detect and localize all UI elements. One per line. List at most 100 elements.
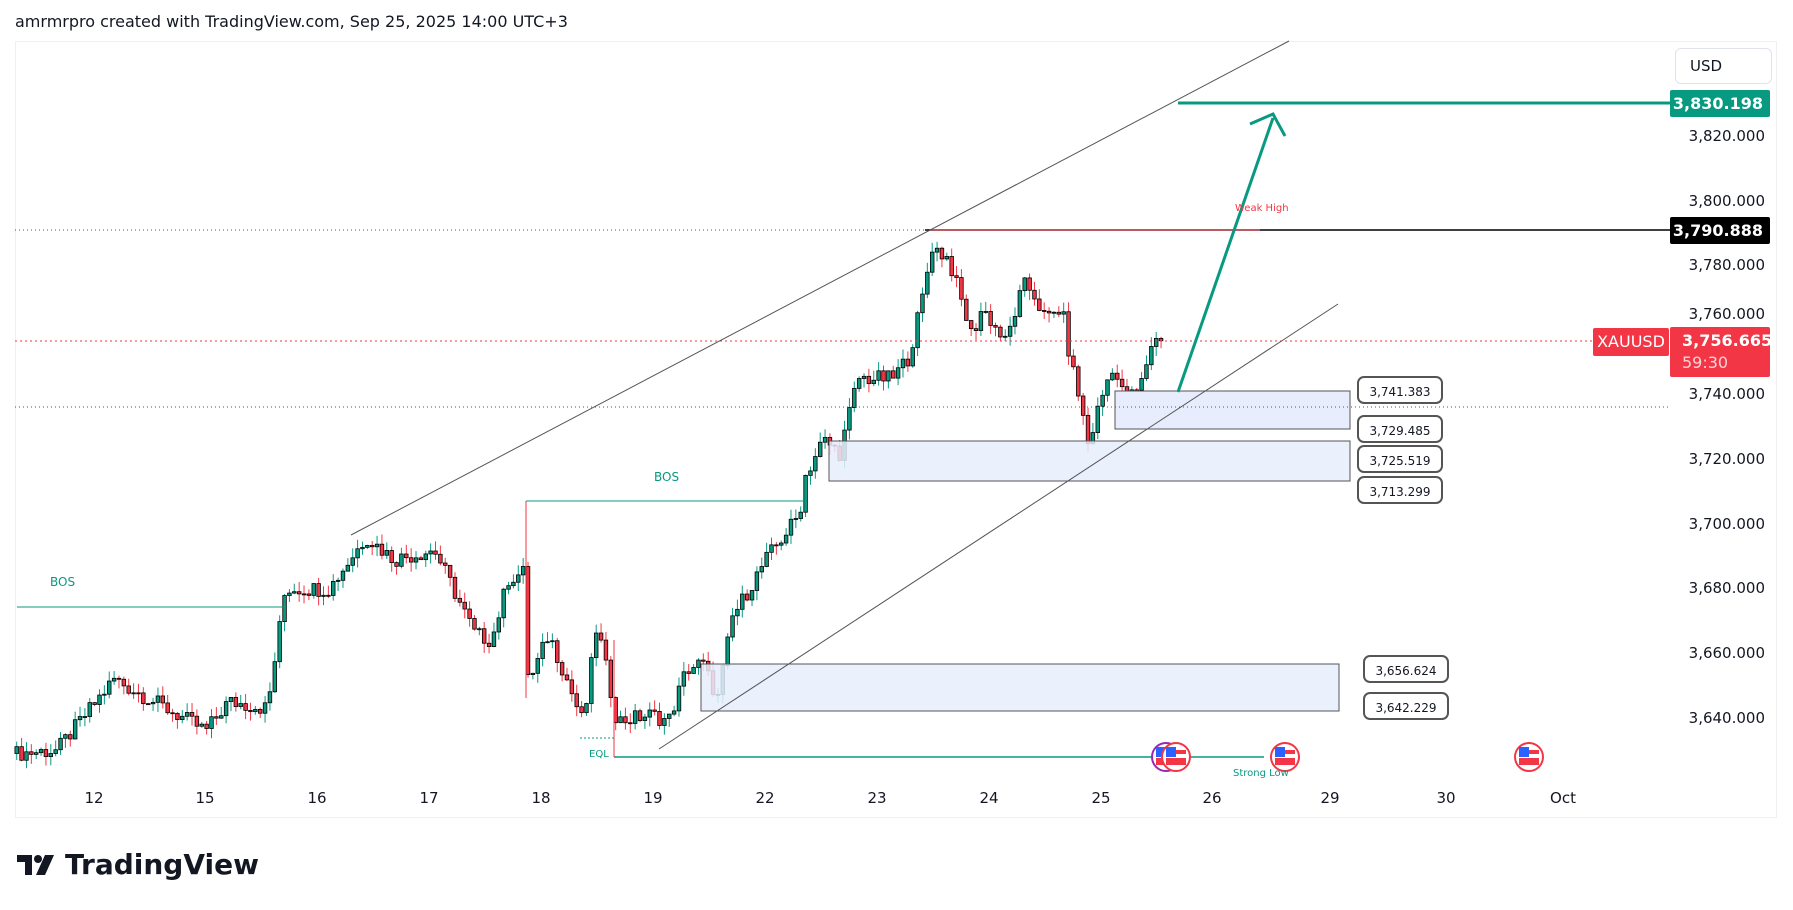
candle-body: [959, 277, 964, 300]
candle-body: [296, 591, 302, 595]
candle-body: [355, 548, 360, 559]
candle-body: [852, 387, 857, 408]
candle-body: [1153, 337, 1159, 347]
last-price: 3,756.665: [1682, 331, 1773, 350]
candle-body: [340, 570, 346, 581]
candle-body: [360, 546, 365, 550]
candle-body: [817, 441, 823, 457]
candle-body: [900, 358, 906, 369]
candle-body: [769, 544, 774, 553]
candle-body: [881, 370, 886, 382]
candle-body: [306, 593, 312, 596]
us-flag-icon[interactable]: [1514, 742, 1544, 772]
candle-body: [287, 592, 292, 596]
candle-body: [696, 659, 701, 668]
candle-body: [555, 640, 560, 663]
zone-1[interactable]: [1114, 390, 1351, 430]
candle-body: [589, 657, 594, 704]
candle-body: [749, 590, 755, 601]
candle-body: [184, 712, 190, 717]
candle-body: [496, 617, 502, 633]
candle-body: [520, 566, 526, 576]
zone-3-top-price: 3,656.624: [1363, 655, 1449, 683]
candle-body: [63, 734, 68, 739]
candle-body: [14, 746, 19, 754]
candle-body: [949, 256, 954, 277]
candle-body: [248, 709, 253, 713]
time-tick: 25: [1091, 789, 1111, 807]
candle-body: [574, 693, 579, 708]
price-tick: 3,760.000: [1688, 305, 1765, 323]
candle-body: [1041, 310, 1047, 312]
candle-body: [925, 271, 930, 295]
zone-3-bottom-price: 3,642.229: [1363, 692, 1449, 720]
candle-body: [394, 562, 399, 567]
candle-body: [262, 702, 268, 714]
candle-body: [408, 557, 414, 563]
channel-upper-trendline[interactable]: [350, 40, 1290, 536]
candle-body: [53, 749, 58, 754]
candle-body: [491, 631, 497, 647]
time-tick: 18: [531, 789, 551, 807]
candle-body: [194, 715, 200, 727]
zone-1-bottom-price: 3,729.485: [1357, 415, 1443, 443]
projection-arrow[interactable]: [1176, 117, 1275, 393]
us-flag-icon[interactable]: [1161, 742, 1191, 772]
candle-body: [813, 456, 818, 472]
candle-body: [929, 251, 935, 273]
logo-text: TradingView: [65, 848, 259, 881]
candle-body: [282, 595, 287, 622]
candle-body: [593, 632, 599, 658]
time-tick: 30: [1436, 789, 1456, 807]
candle-body: [973, 328, 979, 331]
candle-body: [667, 713, 672, 719]
candle-body: [516, 574, 521, 583]
us-flag-icon[interactable]: [1270, 742, 1300, 772]
time-tick: 12: [84, 789, 104, 807]
zone-2[interactable]: [828, 440, 1351, 482]
chart-panel[interactable]: [15, 41, 1777, 818]
candle-body: [662, 718, 667, 726]
candle-body: [43, 749, 49, 757]
tradingview-logo[interactable]: TradingView: [17, 848, 259, 881]
currency-button[interactable]: USD: [1675, 48, 1772, 84]
candle-body: [1100, 394, 1105, 407]
candle-body: [121, 678, 127, 687]
candle-body: [481, 628, 487, 644]
candle-body: [798, 511, 803, 519]
candle-body: [871, 379, 876, 385]
candle-body: [530, 672, 536, 676]
candle-body: [676, 685, 682, 712]
candle-body: [272, 661, 278, 693]
candle-body: [19, 746, 24, 761]
candle-body: [559, 662, 565, 676]
candle-body: [540, 641, 545, 659]
candle-body: [311, 583, 316, 596]
candle-body: [214, 716, 219, 719]
candle-body: [876, 370, 881, 381]
candle-body: [223, 701, 229, 717]
time-tick: 16: [307, 789, 327, 807]
candle-body: [964, 298, 969, 321]
arrow-head-icon: [1249, 112, 1287, 137]
price-tick: 3,660.000: [1688, 644, 1765, 662]
channel-lower-trendline[interactable]: [658, 303, 1339, 750]
candle-body: [1080, 395, 1086, 416]
candle-body: [175, 712, 180, 721]
zone-2-bottom-price: 3,713.299: [1357, 476, 1443, 504]
target-price-tag: 3,830.198: [1670, 90, 1770, 117]
candle-body: [301, 593, 307, 596]
zone-3[interactable]: [700, 663, 1340, 712]
candle-body: [988, 311, 993, 326]
candle-body: [983, 311, 988, 313]
candle-body: [584, 703, 589, 714]
candle-body: [384, 550, 390, 556]
time-tick: 15: [195, 789, 215, 807]
candle-body: [33, 752, 39, 755]
price-tick: 3,800.000: [1688, 192, 1765, 210]
candle-body: [233, 697, 239, 707]
high-price-tag: 3,790.888: [1670, 217, 1770, 244]
candle-body: [68, 734, 73, 740]
candle-body: [779, 542, 784, 546]
